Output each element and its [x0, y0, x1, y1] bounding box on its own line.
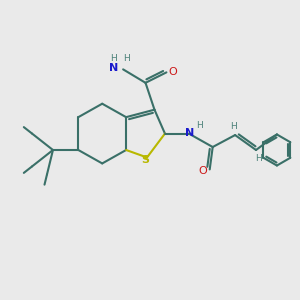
Text: O: O: [199, 166, 208, 176]
Text: H: H: [110, 53, 117, 62]
Text: N: N: [109, 63, 118, 73]
Text: H: H: [196, 121, 202, 130]
Text: H: H: [230, 122, 237, 131]
Text: S: S: [141, 155, 149, 165]
Text: H: H: [123, 53, 130, 62]
Text: O: O: [169, 67, 177, 77]
Text: N: N: [185, 128, 195, 138]
Text: H: H: [255, 154, 262, 163]
